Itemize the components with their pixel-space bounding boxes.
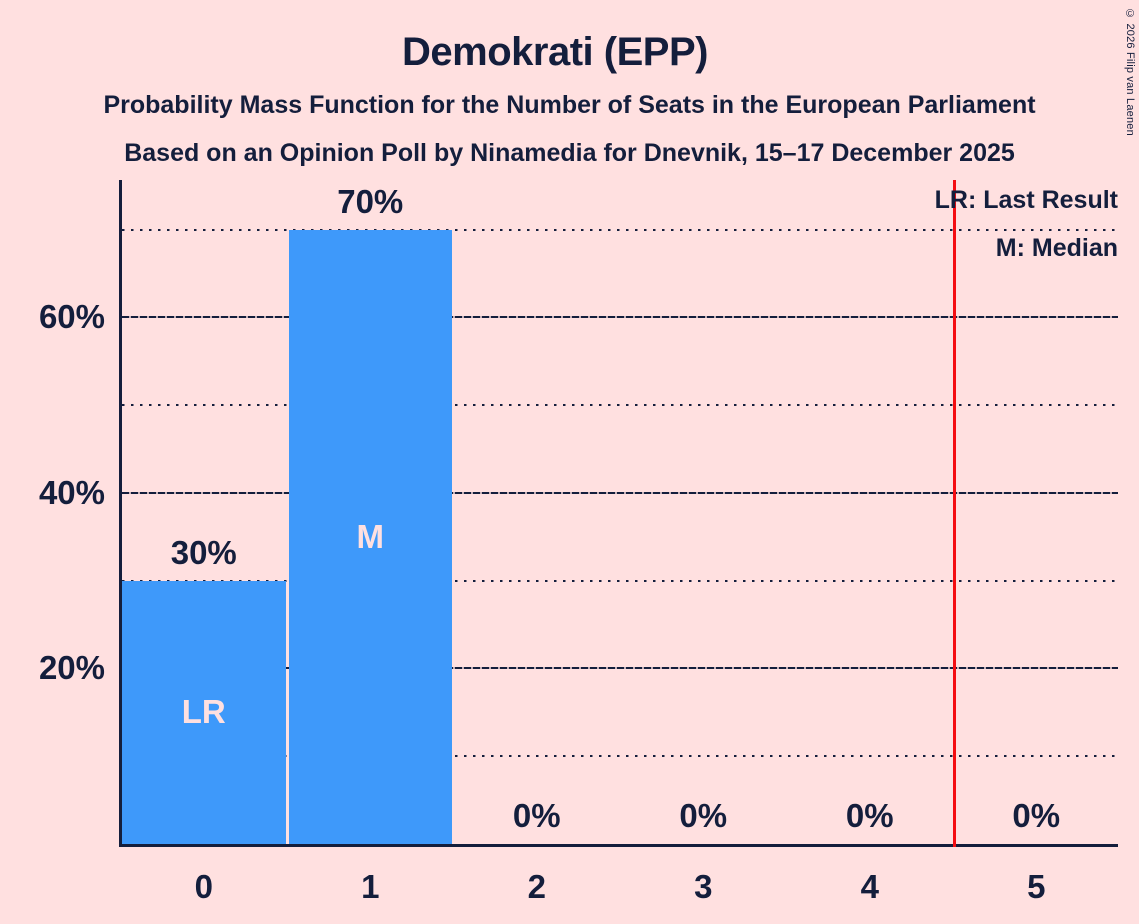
bar-value-label-4: 0%	[845, 797, 894, 834]
last-result-line	[953, 180, 956, 847]
gridline-dotted-50	[122, 404, 1118, 407]
bar-value-label-0: 30%	[170, 533, 237, 571]
chart-subsubtitle: Based on an Opinion Poll by Ninamedia fo…	[124, 139, 1015, 167]
gridline-solid-40	[122, 491, 1118, 494]
y-axis-label-60: 60%	[38, 298, 105, 336]
legend-median: M: Median	[995, 234, 1118, 262]
bar-annotation-lr: LR	[181, 693, 226, 731]
y-axis-label-20: 20%	[38, 649, 105, 687]
x-axis-label-0: 0	[194, 868, 213, 905]
chart-title: Demokrati (EPP)	[402, 30, 708, 74]
gridline-solid-20	[122, 667, 1118, 670]
bar-seats-1	[288, 229, 452, 844]
y-axis-label-40: 40%	[38, 473, 105, 511]
gridline-dotted-10	[122, 755, 1118, 758]
gridline-dotted-30	[122, 579, 1118, 582]
copyright-notice: © 2026 Filip van Laenen	[1124, 8, 1136, 136]
chart-subtitle: Probability Mass Function for the Number…	[103, 91, 1036, 119]
bar-value-label-1: 70%	[337, 182, 404, 220]
bar-seats-0	[122, 580, 286, 844]
x-axis-label-5: 5	[1027, 868, 1046, 905]
gridline-solid-60	[122, 316, 1118, 319]
bar-value-label-2: 0%	[512, 797, 561, 834]
bar-value-label-3: 0%	[679, 797, 728, 834]
x-axis-label-1: 1	[361, 868, 380, 905]
x-axis-label-3: 3	[694, 868, 713, 905]
bar-value-label-5: 0%	[1012, 797, 1061, 834]
bar-annotation-m: M	[356, 517, 385, 555]
x-axis-label-2: 2	[527, 868, 546, 905]
plot-area: 20% 40% 60% 30% 0 70% 1 0% 2 0% 3 0% 4 0% 5 LR M	[39, 180, 1118, 905]
legend-last-result: LR: Last Result	[934, 186, 1118, 214]
x-axis-label-4: 4	[860, 868, 879, 905]
gridline-dotted-70	[122, 228, 1118, 231]
